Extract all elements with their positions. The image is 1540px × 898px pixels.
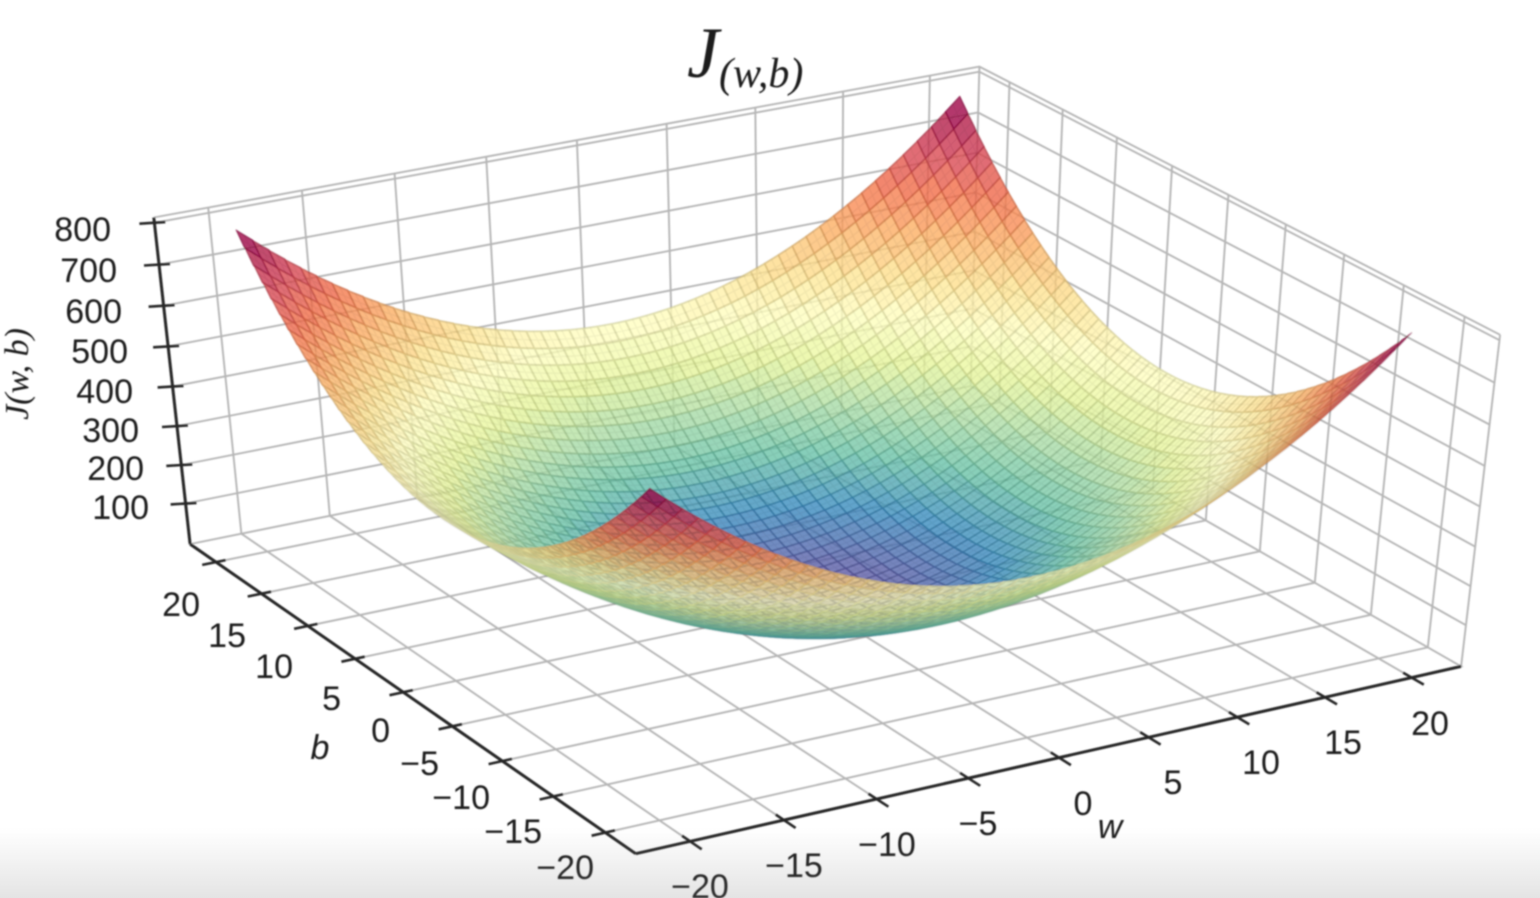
svg-text:10: 10 — [1242, 744, 1280, 782]
svg-text:w: w — [1098, 808, 1125, 846]
svg-text:0: 0 — [371, 712, 390, 750]
svg-text:5: 5 — [322, 680, 341, 718]
svg-text:−15: −15 — [484, 813, 542, 851]
svg-text:−5: −5 — [400, 745, 439, 783]
svg-text:600: 600 — [65, 293, 122, 331]
svg-text:−15: −15 — [765, 847, 823, 885]
svg-text:−10: −10 — [432, 779, 490, 817]
svg-text:700: 700 — [60, 252, 117, 290]
svg-text:800: 800 — [54, 211, 111, 249]
svg-text:J(w,b): J(w,b) — [687, 13, 803, 97]
svg-text:300: 300 — [82, 412, 139, 450]
svg-text:J(w, b): J(w, b) — [0, 328, 36, 420]
svg-text:15: 15 — [208, 617, 246, 655]
svg-text:20: 20 — [1411, 705, 1449, 743]
svg-text:−10: −10 — [858, 826, 916, 864]
svg-text:15: 15 — [1324, 724, 1362, 762]
svg-text:−20: −20 — [671, 868, 729, 898]
svg-text:400: 400 — [76, 373, 133, 411]
svg-text:−20: −20 — [536, 849, 594, 887]
svg-text:100: 100 — [92, 489, 149, 527]
svg-text:0: 0 — [1074, 785, 1093, 823]
svg-text:500: 500 — [71, 333, 128, 371]
svg-text:20: 20 — [162, 586, 200, 624]
svg-text:200: 200 — [87, 450, 144, 488]
svg-text:−5: −5 — [959, 805, 998, 843]
svg-text:5: 5 — [1164, 764, 1183, 802]
svg-text:10: 10 — [255, 648, 293, 686]
svg-text:b: b — [311, 729, 330, 767]
